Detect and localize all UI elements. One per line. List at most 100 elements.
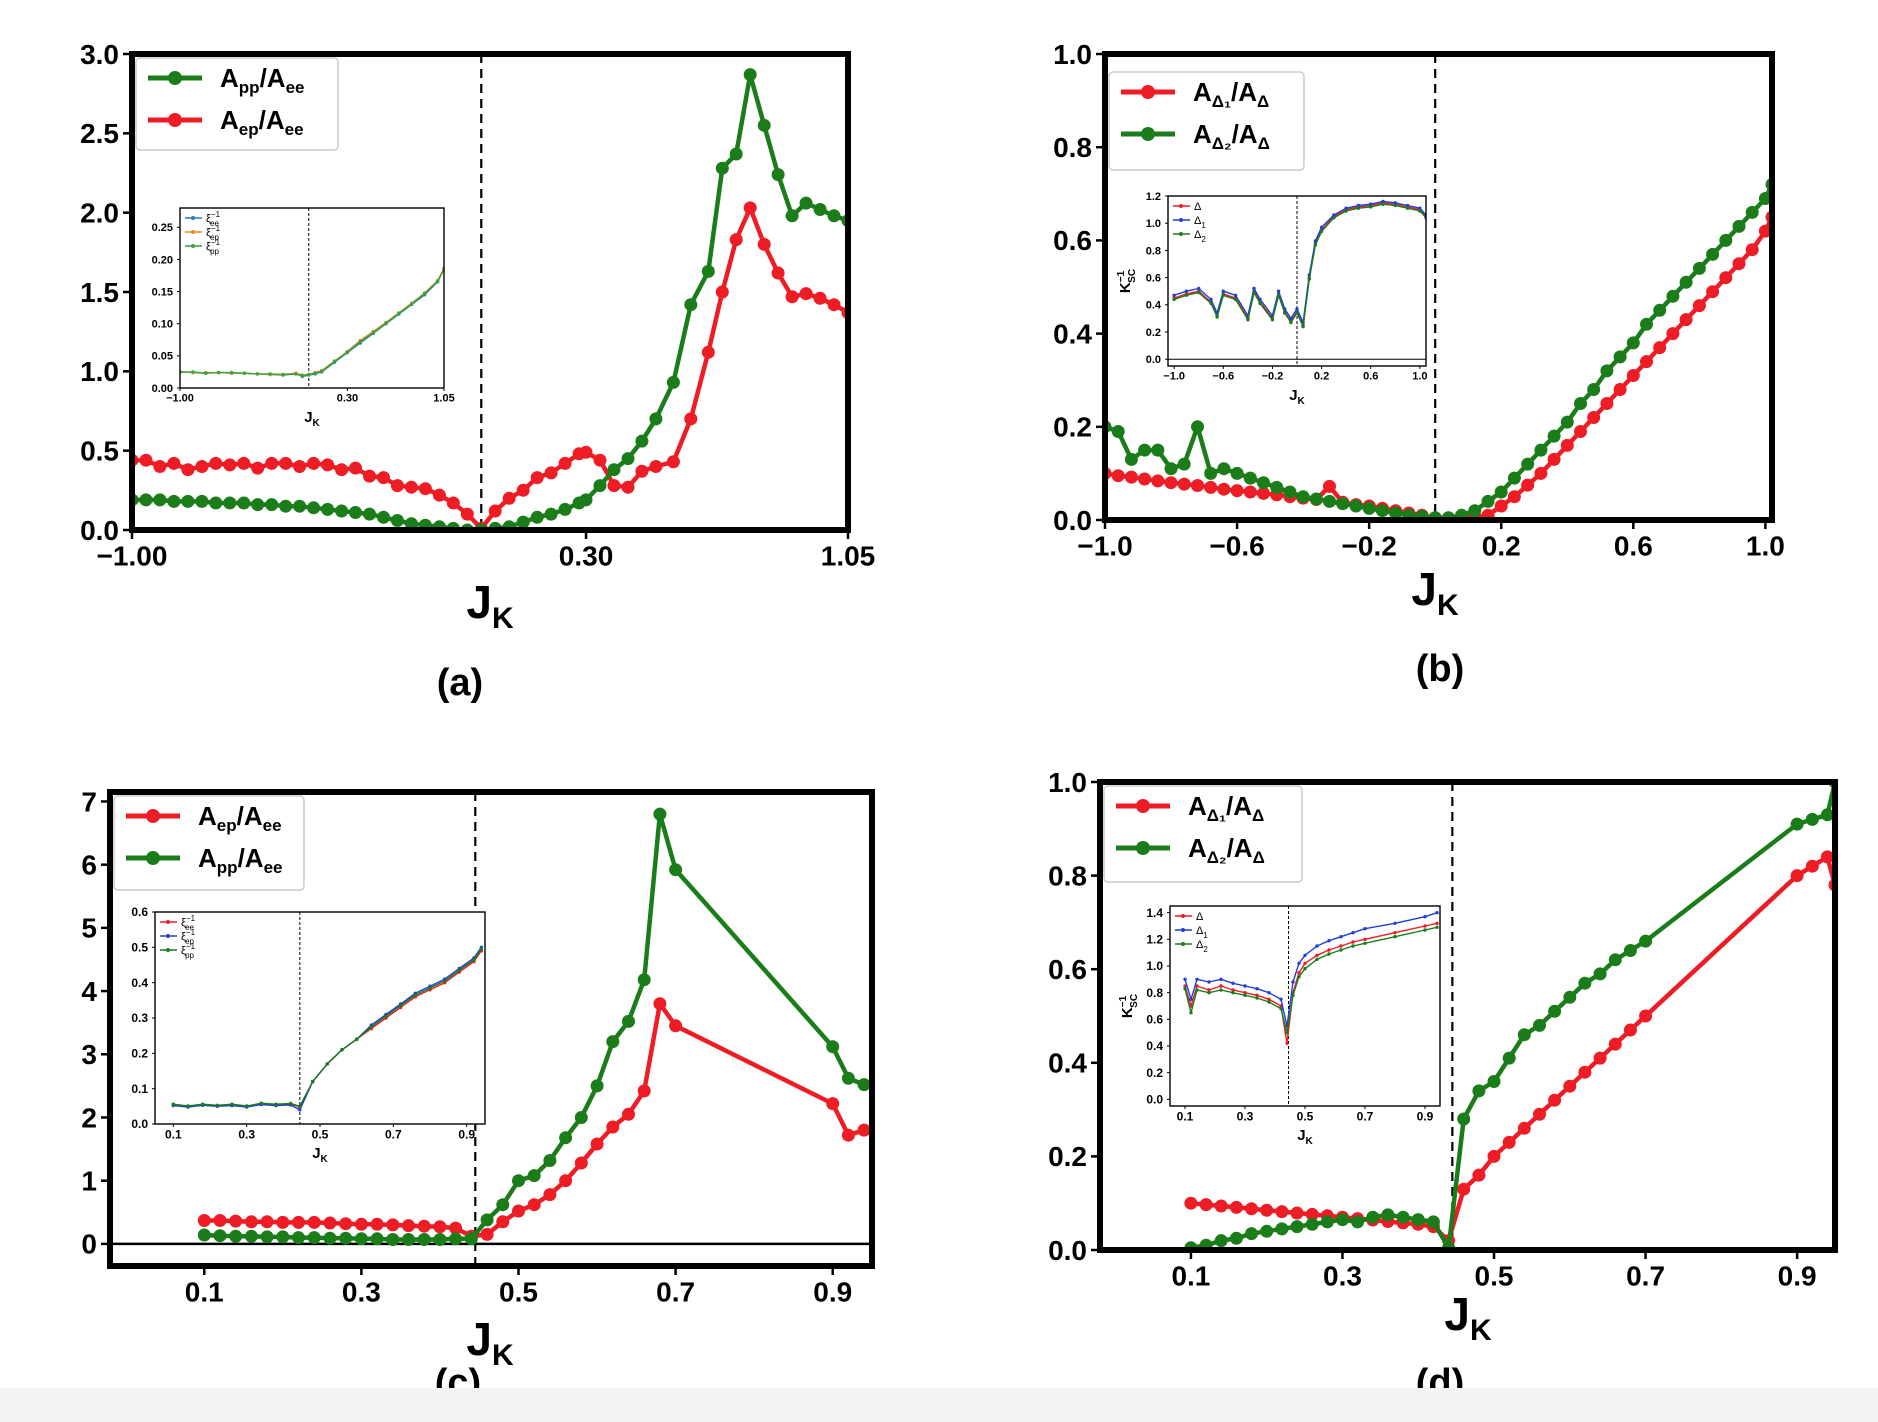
panel-a-inset-legend: ξ−1 eeξ−1 epξ−1 pp <box>185 210 221 256</box>
panel-c-series-0-point <box>323 1216 337 1230</box>
panel-d-series-0-point <box>1548 1093 1562 1107</box>
panel-d-series-0-point <box>1517 1121 1531 1135</box>
panel-c-series-1-point <box>229 1229 243 1243</box>
panel-a-inset-series-2-point <box>268 372 272 376</box>
panel-a-series-0-point <box>167 456 181 470</box>
inset-legend-marker <box>166 948 170 952</box>
panel-a-inset-series-2-point <box>255 372 259 376</box>
panel-b-series-0-point <box>1640 355 1653 369</box>
panel-d-inset-ytick-label: 1.4 <box>1146 906 1163 920</box>
legend-label: AΔ₂/AΔ <box>1188 833 1265 867</box>
panel-d-inset-series-2-point <box>1219 988 1223 992</box>
panel-b-inset-series-1-point <box>1405 203 1410 208</box>
panel-a-inset-series-2-point <box>358 340 362 344</box>
panel-b-inset-series-1-point <box>1233 293 1238 297</box>
panel-b-legend: AΔ₁/AΔ AΔ₂/AΔ <box>1108 71 1305 171</box>
panel-d-inset-series-0-point <box>1267 997 1271 1001</box>
panel-a-inset-series-2-point <box>307 372 311 377</box>
panel-d-inset-ytick-label: 0.6 <box>1146 1013 1163 1027</box>
panel-b-series-1-point <box>1468 504 1482 518</box>
panel-b-series-0-point <box>1521 478 1535 492</box>
panel-a-series-0-point <box>621 480 635 494</box>
panel-a-series-0-point <box>209 456 223 470</box>
inset-legend-label: ξ−1 pp <box>206 238 221 256</box>
panel-a-series-0-point <box>293 460 307 473</box>
panel-a-series-0-point <box>813 291 827 305</box>
panel-d-inset-series-2-point <box>1363 941 1367 945</box>
panel-b-series-1-point <box>1600 364 1614 378</box>
panel-d-inset-series-2-point <box>1315 957 1319 961</box>
panel-a-series-1-point <box>635 434 649 448</box>
panel-d-series-0-point <box>1639 1009 1653 1023</box>
panel-c-series-0-point <box>527 1198 541 1212</box>
panel-b-series-1-point <box>1151 443 1165 457</box>
panel-c-series-1-point <box>590 1079 604 1093</box>
panel-d-inset-series-2-point <box>1189 1011 1193 1015</box>
panel-b-series-0-point <box>1323 479 1336 493</box>
panel-b-inset-series-2-point <box>1418 209 1422 213</box>
panel-b-inset-series-2-point <box>1252 290 1256 295</box>
panel-c-inset-legend: ξ−1 eeξ−1 epξ−1 pp <box>160 914 196 960</box>
panel-d-series-0-point <box>1805 859 1819 873</box>
panel-d-series-0-point <box>1245 1202 1258 1216</box>
panel-a-series-1-point <box>621 452 635 466</box>
panel-b-inset-xtick-label: −1.0 <box>1163 370 1185 382</box>
panel-b-series-1-point <box>1706 247 1720 261</box>
panel-b-inset-series-1-point <box>1258 297 1262 302</box>
panel-d-inset-series-0-point <box>1231 988 1235 992</box>
panel-b-xtick-label: −1.0 <box>1077 531 1132 562</box>
panel-c-inset-xtick-label: 0.5 <box>312 1127 329 1141</box>
panel-b-series-0-point <box>1732 257 1746 271</box>
panel-a-series-1-point <box>579 493 593 507</box>
panel-b-series-0-point <box>1547 452 1561 466</box>
panel-c-series-0-point <box>276 1215 290 1229</box>
panel-b-inset-series-2-point <box>1209 301 1213 306</box>
panel-c-series-0-line <box>204 1001 865 1239</box>
panel-d-series-1-point <box>1639 934 1653 948</box>
panel-c-inset-series-2-point <box>457 968 461 972</box>
panel-d-series-1-point <box>1790 817 1804 831</box>
panel-b-xtick-label: 0.2 <box>1482 531 1521 562</box>
panel-a-series-0-point <box>666 455 680 469</box>
panel-b-xlabel: JK <box>1411 563 1459 622</box>
legend-marker <box>168 71 182 85</box>
panel-d-inset-series-0-point <box>1207 988 1211 992</box>
panel-d-inset-xlabel: JK <box>1297 1127 1313 1147</box>
panel-b-inset-series-2-point <box>1283 311 1287 315</box>
panel-a-series-0-line <box>132 205 848 530</box>
panel-d-xtick-label: 0.7 <box>1626 1261 1665 1292</box>
panel-a-series-0-point <box>195 460 209 473</box>
panel-b-series-1-point <box>1349 499 1363 513</box>
panel-d-inset-series-0-point <box>1303 961 1307 965</box>
legend-label: Aep/Aee <box>198 801 282 835</box>
panel-c-series-1-point <box>339 1231 353 1245</box>
legend-marker <box>168 113 182 127</box>
panel-d-inset-series-1-point <box>1297 961 1301 965</box>
panel-d-inset-series-2-point <box>1435 925 1439 929</box>
panel-b-inset-series-2-point <box>1270 318 1275 322</box>
panel-d-ytick-label: 0.0 <box>1048 1235 1087 1266</box>
panel-b-inset-series-2-point <box>1369 205 1373 209</box>
panel-a-series-0-point <box>771 266 785 280</box>
panel-c-inset-xtick-label: 0.1 <box>165 1127 182 1141</box>
panel-b-xtick-label: −0.6 <box>1209 531 1264 562</box>
panel-a-series-0-point <box>265 456 279 470</box>
panel-b-ytick-label: 0.6 <box>1053 225 1092 256</box>
panel-b-series-1-point <box>1138 443 1152 457</box>
panel-c-series-1-point <box>464 1232 478 1246</box>
panel-a-series-0-point <box>237 456 251 470</box>
panel-d-inset-series-1-point <box>1267 991 1271 995</box>
panel-b-inset-series-2-point <box>1405 206 1410 210</box>
panel-d-ytick-label: 0.4 <box>1048 1048 1087 1079</box>
panel-b-series-0-point <box>1151 474 1165 488</box>
panel-a-ytick-label: 1.5 <box>80 277 119 308</box>
panel-a-series-1-point <box>195 494 209 508</box>
panel-a-series-1-point <box>715 161 729 175</box>
panel-d-inset-ytick-label: 1.2 <box>1146 933 1163 947</box>
panel-c-inset-xtick-label: 0.3 <box>238 1127 255 1141</box>
panel-d-inset-plot-area <box>1183 906 1439 1106</box>
panel-a-series-0-point <box>390 479 404 493</box>
panel-b-series-1-point <box>1547 429 1561 443</box>
panel-b-inset-series-1-point <box>1344 206 1348 210</box>
